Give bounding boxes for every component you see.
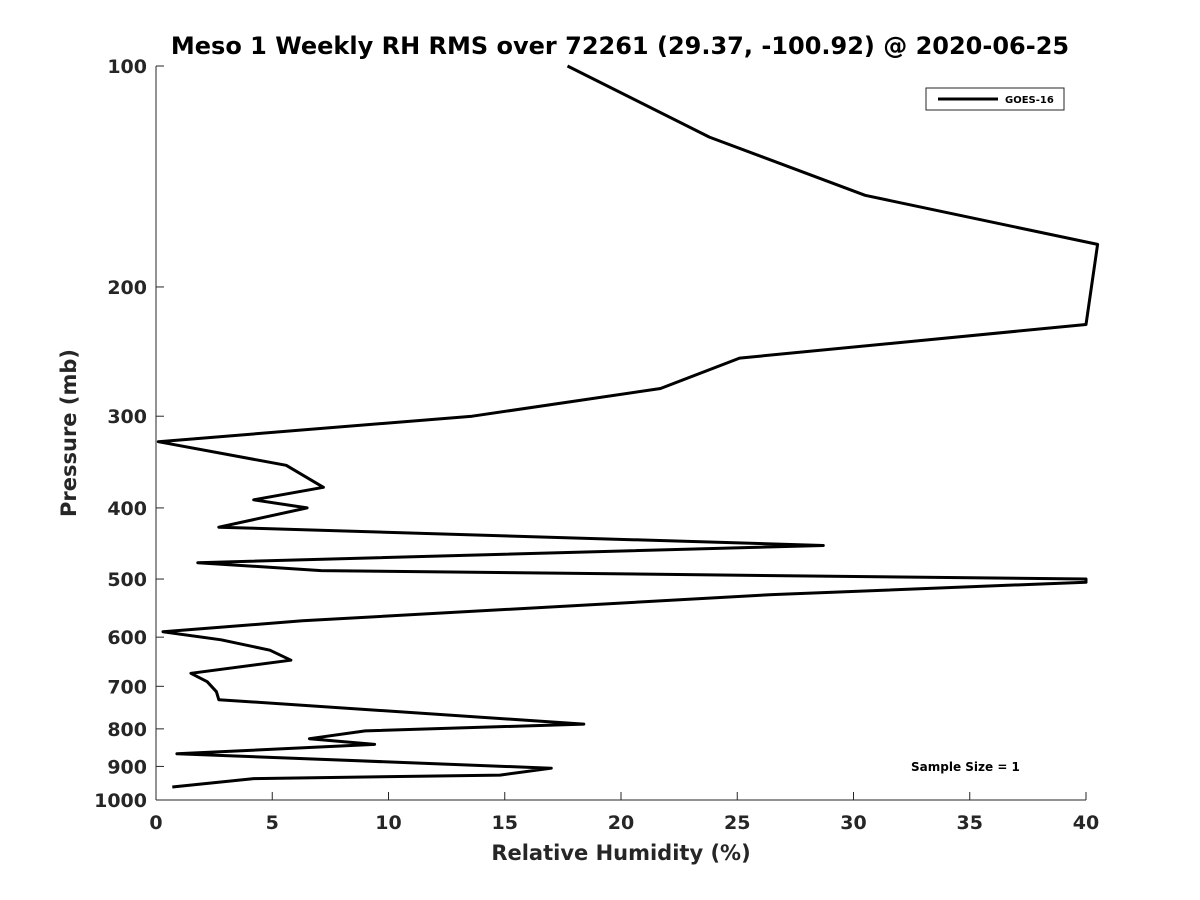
y-tick-label: 800 (107, 719, 147, 741)
y-tick-label: 1000 (94, 790, 147, 812)
x-tick-label: 35 (957, 812, 983, 834)
sample-size-annotation: Sample Size = 1 (911, 760, 1020, 774)
x-tick-label: 5 (266, 812, 279, 834)
y-tick-label: 500 (107, 569, 147, 591)
y-tick-label: 600 (107, 627, 147, 649)
y-tick-label: 700 (107, 676, 147, 698)
x-tick-label: 20 (608, 812, 634, 834)
y-ticks: 100 200 300 400 500 600 700 800 900 1000 (94, 56, 164, 812)
y-tick-label: 900 (107, 756, 147, 778)
y-tick-label: 400 (107, 498, 147, 520)
y-tick-label: 300 (107, 406, 147, 428)
legend: GOES-16 (925, 87, 1065, 111)
x-tick-label: 30 (840, 812, 866, 834)
x-tick-label: 10 (375, 812, 401, 834)
x-tick-label: 25 (724, 812, 750, 834)
plot-area (156, 64, 1100, 789)
y-tick-label: 200 (107, 277, 147, 299)
series-line-goes-16 (156, 64, 1100, 789)
x-axis-label: Relative Humidity (%) (491, 841, 750, 865)
legend-label: GOES-16 (1005, 95, 1054, 106)
x-ticks: 0 5 10 15 20 25 30 35 40 (149, 792, 1099, 834)
x-tick-label: 15 (492, 812, 518, 834)
x-tick-label: 40 (1073, 812, 1099, 834)
axes (155, 66, 1086, 801)
y-tick-label: 100 (107, 56, 147, 78)
y-axis-label: Pressure (mb) (57, 349, 81, 517)
x-tick-label: 0 (149, 812, 162, 834)
chart-title: Meso 1 Weekly RH RMS over 72261 (29.37, … (171, 32, 1069, 60)
